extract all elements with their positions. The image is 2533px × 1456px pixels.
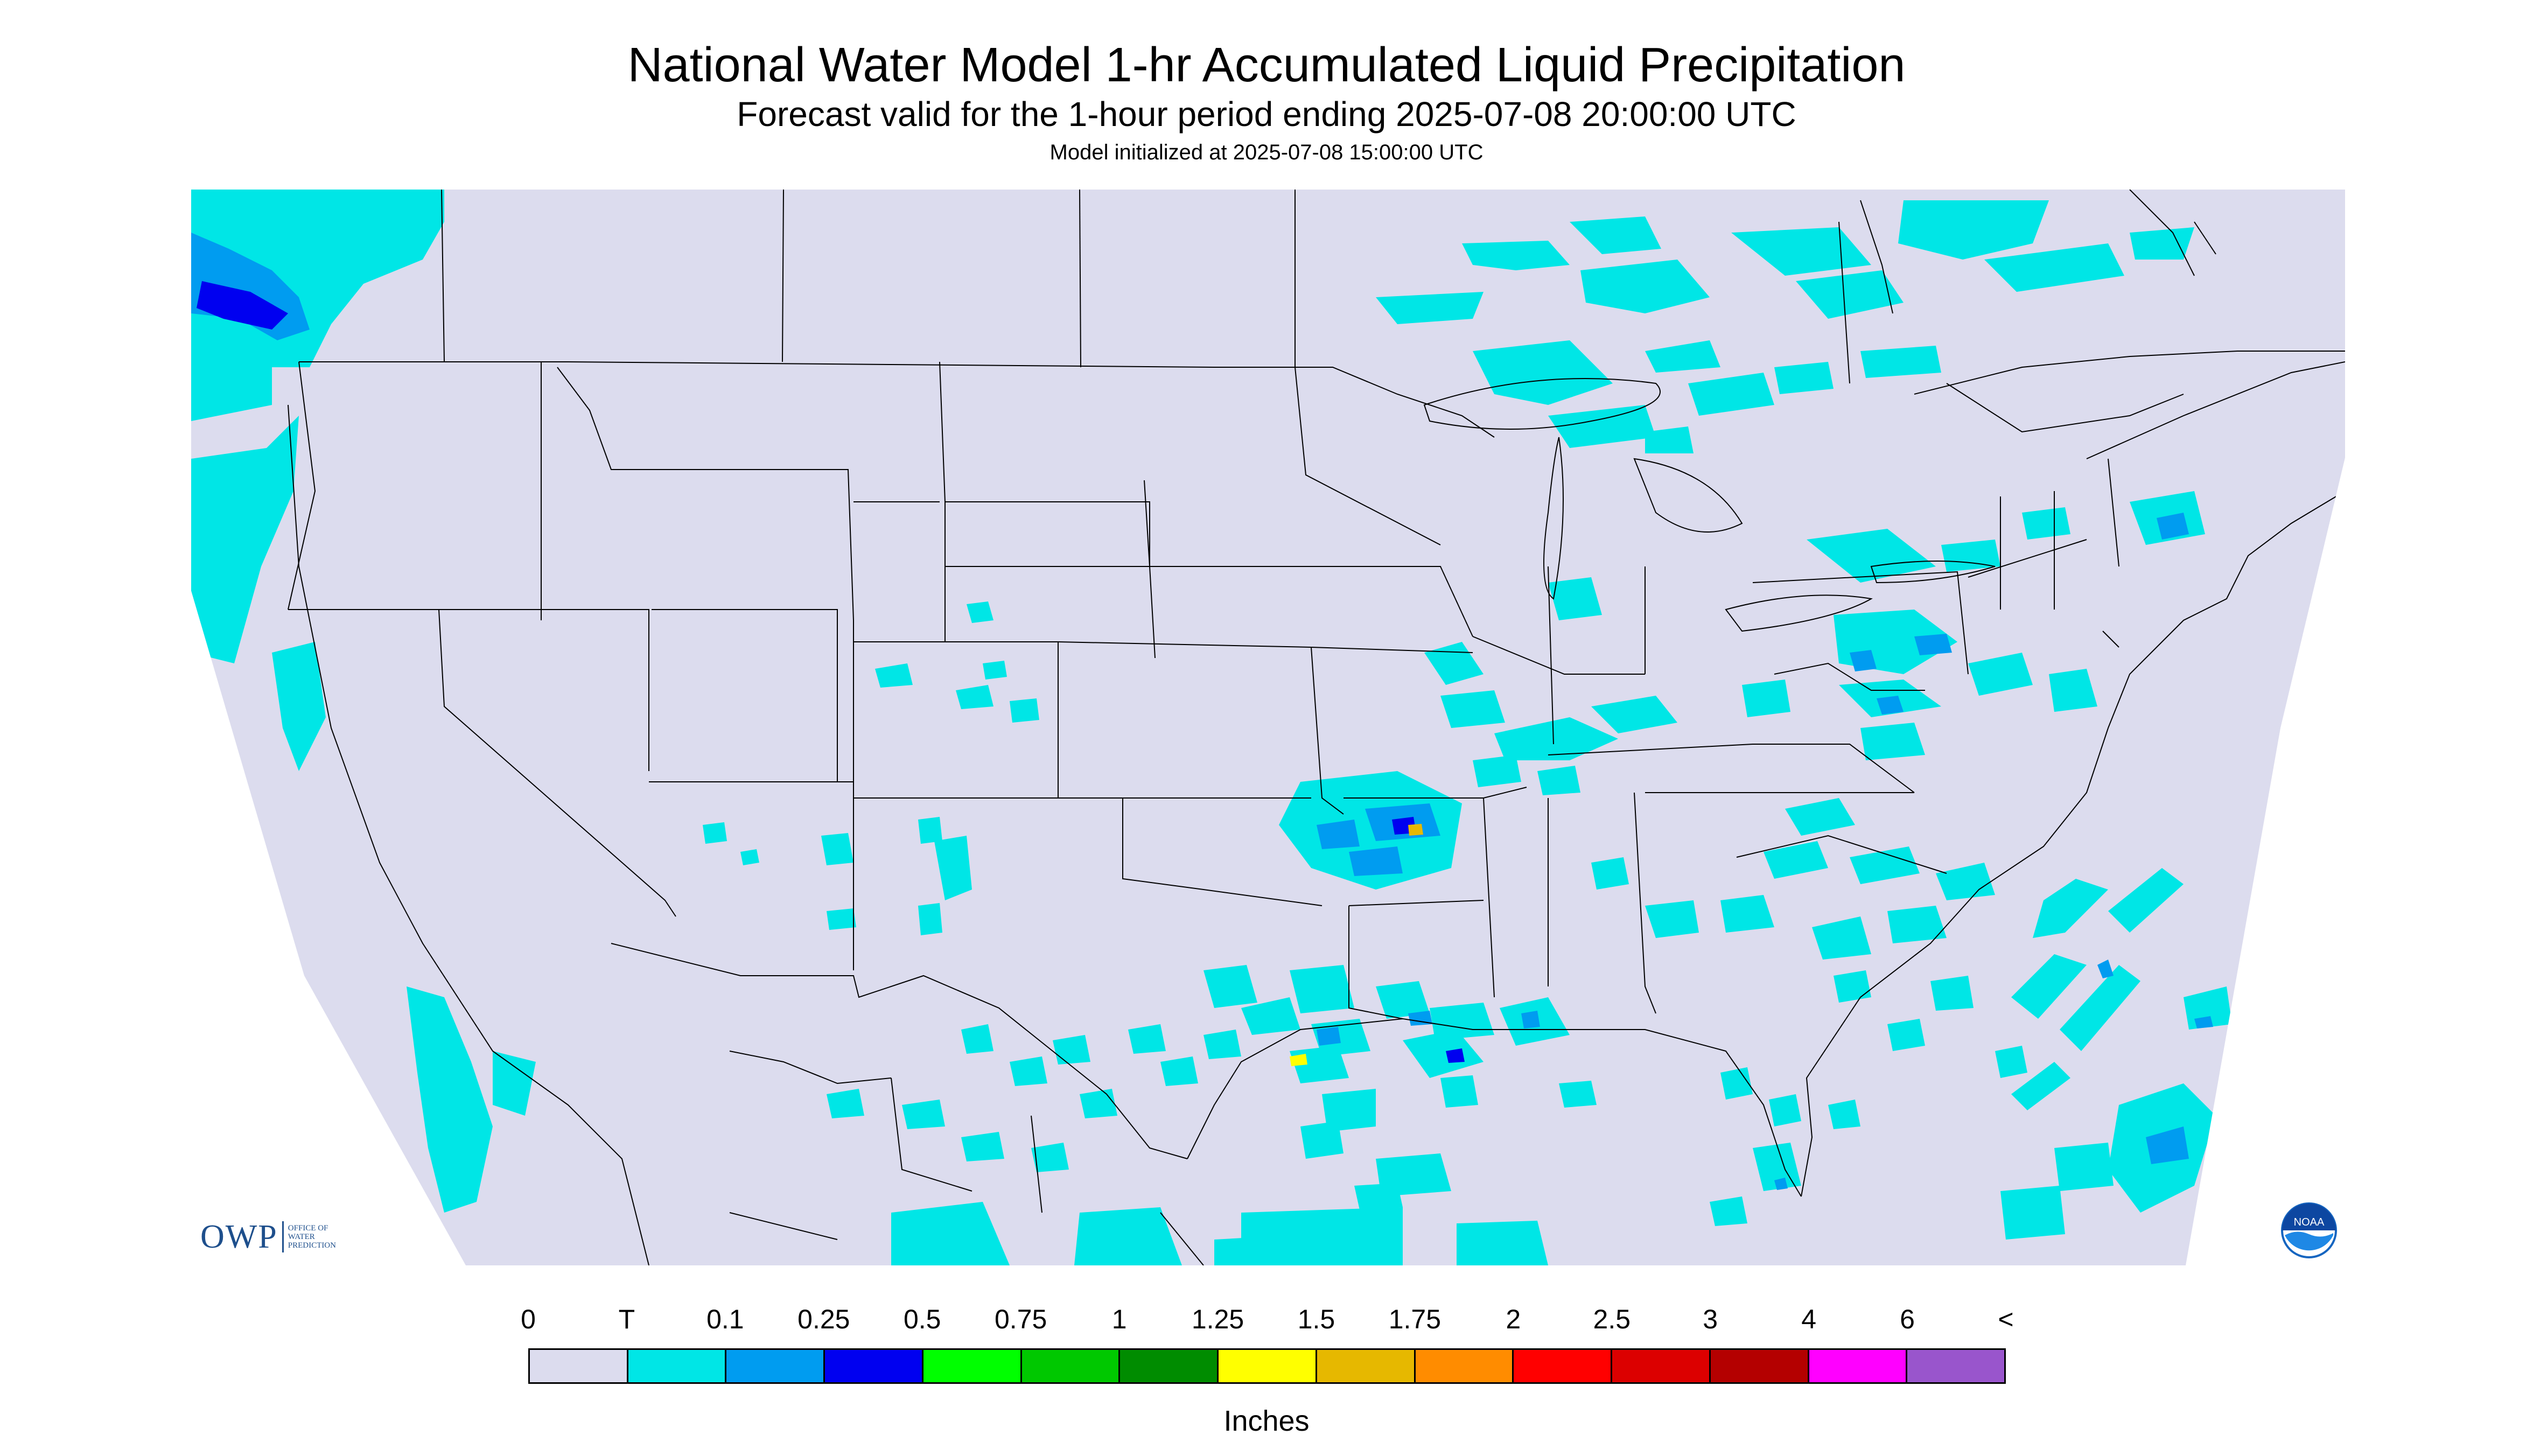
legend-swatch bbox=[1021, 1350, 1121, 1382]
legend-tick-label: 6 bbox=[1900, 1304, 1915, 1334]
precipitation-field bbox=[191, 190, 2232, 1265]
legend-swatch bbox=[1415, 1350, 1514, 1382]
noaa-logo: NOAA bbox=[2280, 1202, 2338, 1259]
legend-colorbar bbox=[528, 1348, 2006, 1384]
legend-tick-label: 1 bbox=[1111, 1304, 1127, 1334]
legend-swatch bbox=[1219, 1350, 1317, 1382]
model-domain bbox=[191, 190, 2345, 1265]
owp-logo-abbr: OWP bbox=[200, 1218, 278, 1255]
owp-logo-line-1: OFFICE OF bbox=[288, 1224, 328, 1233]
legend-tick-label: 1.5 bbox=[1297, 1304, 1335, 1334]
legend-tick-label: 0 bbox=[521, 1304, 536, 1334]
legend-tick-label: 0.5 bbox=[903, 1304, 941, 1334]
owp-logo-line-2: WATER bbox=[288, 1233, 315, 1241]
legend-swatch bbox=[726, 1350, 825, 1382]
legend-swatch bbox=[923, 1350, 1022, 1382]
legend-swatch bbox=[1612, 1350, 1711, 1382]
legend-swatch bbox=[530, 1350, 628, 1382]
legend-swatch bbox=[825, 1350, 923, 1382]
map-canvas bbox=[191, 190, 2345, 1265]
map-subtitle: Forecast valid for the 1-hour period end… bbox=[737, 95, 1796, 134]
legend-swatch bbox=[1710, 1350, 1809, 1382]
legend-tick-label: 1.25 bbox=[1191, 1304, 1244, 1334]
noaa-logo-text: NOAA bbox=[2294, 1216, 2325, 1228]
legend-swatch bbox=[1120, 1350, 1219, 1382]
legend-tick-label: 0.75 bbox=[994, 1304, 1047, 1334]
legend-units: Inches bbox=[1223, 1405, 1310, 1437]
legend-swatch bbox=[1907, 1350, 2005, 1382]
legend-tick-label: 0.25 bbox=[797, 1304, 850, 1334]
legend-labels: 0 T 0.1 0.25 0.5 0.75 1 1.25 1.5 1.75 2 2.5 3 4 6 < bbox=[521, 1303, 2014, 1335]
legend-tick-label: < bbox=[1998, 1304, 2014, 1334]
legend-tick-label: 0.1 bbox=[706, 1304, 744, 1334]
map-title: National Water Model 1-hr Accumulated Li… bbox=[627, 38, 1906, 92]
model-init-time: Model initialized at 2025-07-08 15:00:00… bbox=[1049, 141, 1484, 164]
legend-tick-label: 4 bbox=[1801, 1304, 1817, 1334]
owp-logo-line-3: PREDICTION bbox=[288, 1241, 336, 1250]
legend-swatch bbox=[1514, 1350, 1613, 1382]
legend-tick-label: 1.75 bbox=[1388, 1304, 1442, 1334]
legend-tick-label: T bbox=[618, 1304, 635, 1334]
political-boundaries bbox=[288, 190, 2345, 1265]
legend-swatch bbox=[628, 1350, 727, 1382]
legend-swatch bbox=[1317, 1350, 1416, 1382]
legend-tick-label: 3 bbox=[1703, 1304, 1718, 1334]
legend-tick-label: 2.5 bbox=[1593, 1304, 1631, 1334]
legend-tick-label: 2 bbox=[1506, 1304, 1521, 1334]
legend-swatch bbox=[1809, 1350, 1908, 1382]
owp-logo: OWP OFFICE OF WATER PREDICTION bbox=[200, 1218, 336, 1256]
precipitation-map bbox=[191, 190, 2345, 1265]
